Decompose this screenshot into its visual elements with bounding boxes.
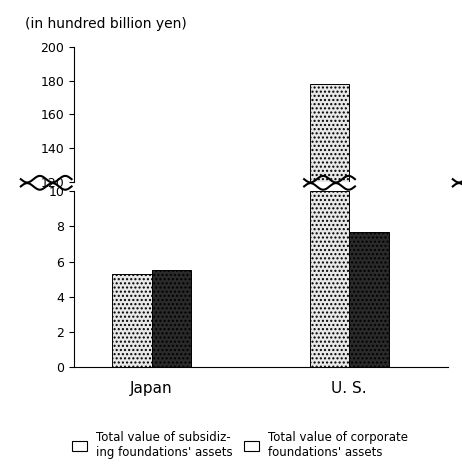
Bar bbox=[152, 270, 191, 367]
Text: (in hundred billion yen): (in hundred billion yen) bbox=[25, 17, 187, 31]
Legend: Total value of subsidiz-
ing foundations' assets, Total value of corporate
found: Total value of subsidiz- ing foundations… bbox=[67, 425, 414, 465]
Bar bbox=[310, 191, 349, 367]
Bar bbox=[112, 274, 152, 367]
Bar bbox=[349, 232, 389, 367]
Bar bbox=[310, 84, 349, 182]
